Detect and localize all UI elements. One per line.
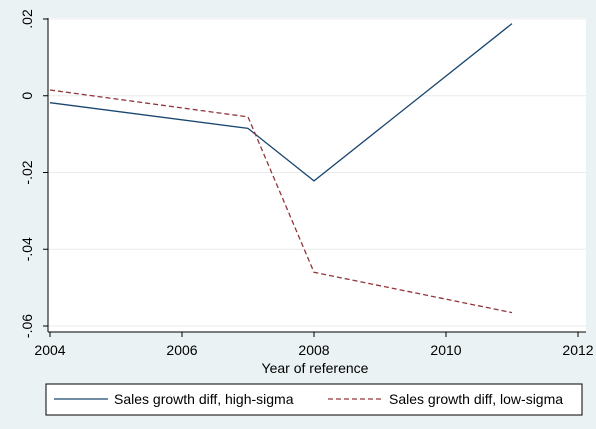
y-tick-label-3: -.04 <box>19 237 35 261</box>
y-tick-label-4: -.06 <box>19 314 35 338</box>
x-tick-label-4: 2012 <box>562 342 593 358</box>
series-line-2 <box>49 89 513 314</box>
x-tick-label-1: 2006 <box>166 342 197 358</box>
tick-labels: .02 0 -.02 -.04 -.06 2004 2006 2008 2010 2012 <box>19 9 594 358</box>
series-lines <box>49 23 513 314</box>
plot-area <box>48 18 586 332</box>
x-tick-label-3: 2010 <box>430 342 461 358</box>
x-tick-label-0: 2004 <box>34 342 65 358</box>
y-tick-label-0: .02 <box>19 9 35 29</box>
y-tick-label-2: -.02 <box>19 160 35 184</box>
x-axis-title: Year of reference <box>262 360 369 376</box>
x-tick-label-2: 2008 <box>298 342 329 358</box>
axes <box>43 18 586 337</box>
series-line-1 <box>49 23 513 182</box>
gridlines <box>48 18 586 327</box>
legend-label-2: Sales growth diff, low-sigma <box>389 391 563 407</box>
legend: Sales growth diff, high-sigma Sales growt… <box>54 391 563 407</box>
legend-label-1: Sales growth diff, high-sigma <box>114 391 294 407</box>
legend-box <box>45 383 583 416</box>
y-tick-label-1: 0 <box>19 92 35 100</box>
